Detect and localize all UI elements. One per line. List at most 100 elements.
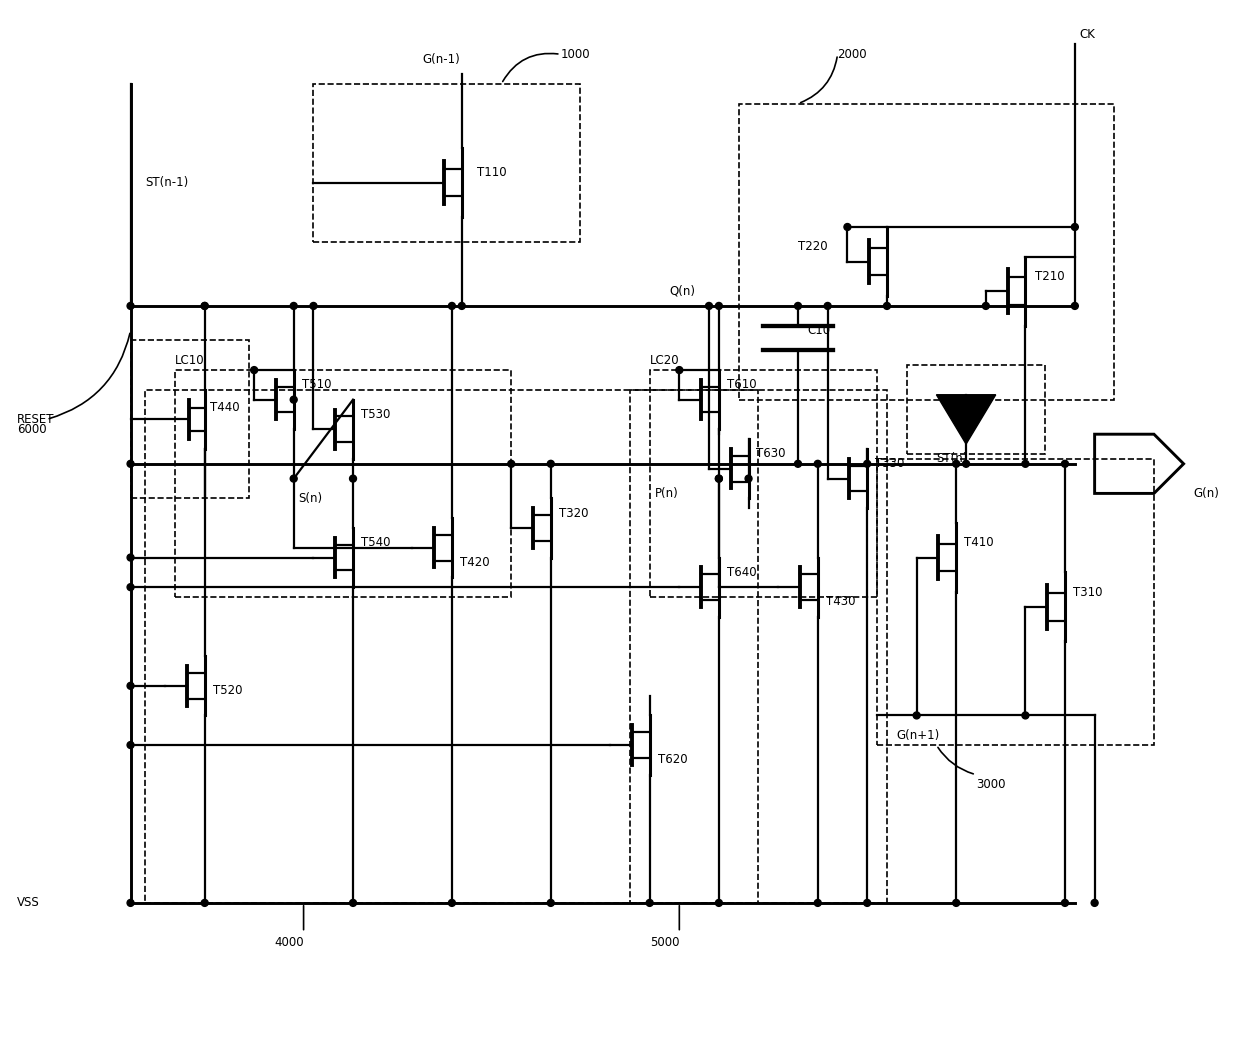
Circle shape	[715, 899, 723, 907]
Text: RESET: RESET	[17, 413, 55, 425]
Text: T110: T110	[476, 167, 506, 179]
Circle shape	[864, 460, 870, 467]
Text: C10: C10	[808, 324, 831, 337]
Circle shape	[745, 475, 751, 482]
Bar	[130, 341, 249, 499]
Text: T210: T210	[1035, 269, 1065, 283]
Circle shape	[1061, 899, 1069, 907]
Circle shape	[1071, 223, 1079, 231]
Circle shape	[952, 460, 960, 467]
Text: ST(n-1): ST(n-1)	[145, 176, 188, 189]
Bar	[739, 104, 1115, 399]
Circle shape	[646, 899, 653, 907]
Circle shape	[459, 303, 465, 309]
Circle shape	[676, 367, 683, 373]
Text: T330: T330	[875, 457, 904, 471]
Circle shape	[201, 303, 208, 309]
Text: T640: T640	[727, 566, 756, 578]
Bar	[145, 390, 759, 903]
Text: G(n-1): G(n-1)	[423, 52, 460, 66]
Circle shape	[884, 303, 890, 309]
Text: 1000: 1000	[560, 48, 590, 61]
Text: 4000: 4000	[274, 936, 304, 948]
Text: T430: T430	[826, 595, 856, 609]
Circle shape	[350, 475, 356, 482]
Circle shape	[815, 899, 821, 907]
Text: G(n): G(n)	[1194, 487, 1219, 500]
Circle shape	[126, 899, 134, 907]
Circle shape	[449, 899, 455, 907]
Text: T420: T420	[460, 556, 490, 569]
Circle shape	[126, 742, 134, 748]
Circle shape	[825, 303, 831, 309]
Text: 2000: 2000	[837, 48, 867, 61]
Circle shape	[290, 396, 298, 403]
Circle shape	[350, 899, 356, 907]
Text: T440: T440	[210, 401, 239, 414]
Circle shape	[126, 303, 134, 309]
Circle shape	[715, 303, 723, 309]
Text: P(n): P(n)	[655, 487, 678, 500]
Circle shape	[126, 460, 134, 467]
Text: T220: T220	[799, 240, 827, 254]
Circle shape	[1091, 899, 1099, 907]
Circle shape	[201, 303, 208, 309]
Text: T310: T310	[1073, 586, 1102, 598]
Text: 3000: 3000	[976, 778, 1006, 791]
Text: S(n): S(n)	[299, 492, 322, 505]
Circle shape	[1022, 460, 1029, 467]
Circle shape	[547, 460, 554, 467]
Text: T320: T320	[559, 506, 588, 520]
Circle shape	[706, 303, 713, 309]
Bar	[630, 390, 887, 903]
Bar	[175, 370, 511, 597]
Circle shape	[815, 460, 821, 467]
Circle shape	[952, 899, 960, 907]
Text: VSS: VSS	[17, 896, 40, 910]
Circle shape	[449, 303, 455, 309]
Circle shape	[715, 475, 723, 482]
Text: T610: T610	[727, 378, 756, 391]
Circle shape	[310, 303, 317, 309]
Text: 5000: 5000	[650, 936, 680, 948]
Text: T630: T630	[756, 447, 786, 460]
Circle shape	[1061, 460, 1069, 467]
Circle shape	[126, 682, 134, 690]
Text: T410: T410	[965, 537, 993, 549]
Text: T510: T510	[301, 378, 331, 391]
Circle shape	[913, 712, 920, 719]
Text: T520: T520	[212, 684, 242, 697]
Text: LC20: LC20	[650, 353, 680, 367]
Circle shape	[290, 475, 298, 482]
Circle shape	[844, 223, 851, 231]
Text: ST(n): ST(n)	[936, 453, 967, 465]
Polygon shape	[936, 395, 996, 444]
Circle shape	[250, 367, 258, 373]
Circle shape	[982, 303, 990, 309]
Text: Q(n): Q(n)	[670, 285, 696, 298]
Text: T530: T530	[361, 408, 391, 421]
Bar	[650, 370, 877, 597]
Bar	[877, 459, 1154, 745]
Bar	[906, 365, 1045, 454]
Bar	[314, 84, 580, 242]
Text: LC10: LC10	[175, 353, 205, 367]
Circle shape	[126, 554, 134, 561]
Circle shape	[1022, 712, 1029, 719]
Circle shape	[547, 899, 554, 907]
Text: T620: T620	[657, 754, 687, 766]
Text: T540: T540	[361, 537, 391, 549]
Circle shape	[795, 460, 801, 467]
Circle shape	[1071, 303, 1079, 309]
Circle shape	[795, 303, 801, 309]
Circle shape	[201, 899, 208, 907]
Text: 6000: 6000	[17, 422, 46, 436]
Circle shape	[864, 899, 870, 907]
Circle shape	[290, 303, 298, 309]
Circle shape	[962, 460, 970, 467]
Circle shape	[126, 584, 134, 591]
Text: G(n+1): G(n+1)	[897, 728, 940, 742]
Text: CK: CK	[1080, 28, 1096, 41]
Circle shape	[715, 475, 723, 482]
Circle shape	[507, 460, 515, 467]
